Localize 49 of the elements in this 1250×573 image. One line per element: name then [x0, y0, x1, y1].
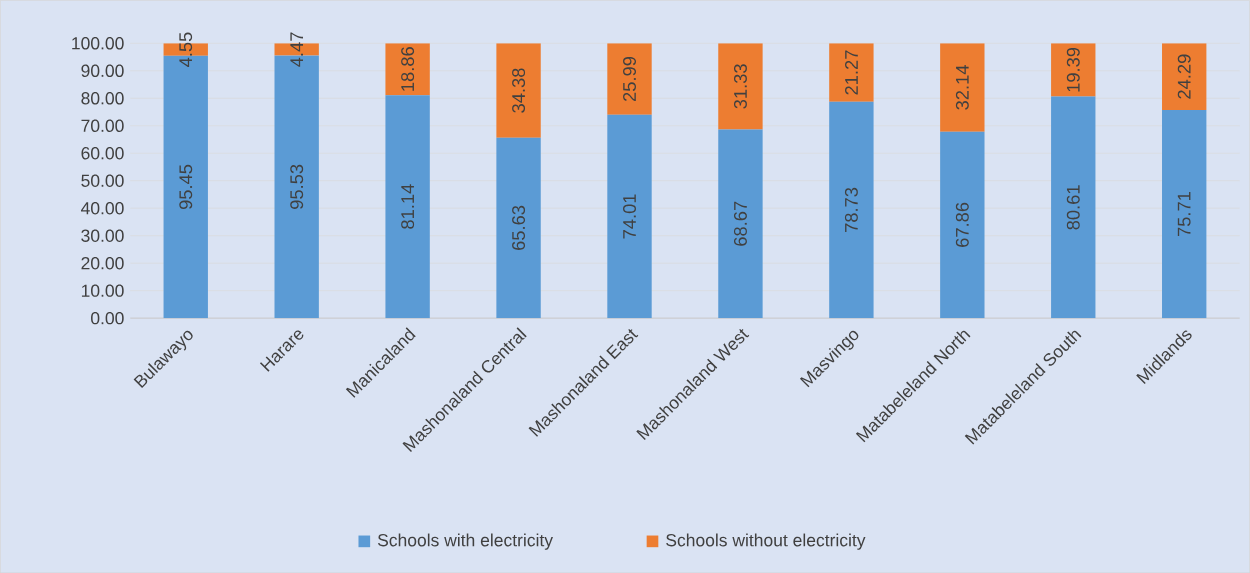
data-label: 67.86 — [955, 202, 969, 247]
y-tick-label: 20.00 — [81, 256, 124, 270]
y-tick-label: 100.00 — [72, 36, 124, 50]
y-tick-label: 10.00 — [81, 284, 124, 297]
data-label: 74.01 — [623, 194, 636, 239]
bar — [1162, 109, 1207, 318]
y-tick-label: 40.00 — [81, 201, 124, 215]
bar — [718, 129, 763, 318]
data-label: 21.27 — [845, 50, 858, 95]
data-label: 75.71 — [1177, 191, 1191, 236]
legend-label: Schools with electricity — [377, 533, 553, 550]
bar — [385, 43, 430, 95]
data-label: 78.73 — [844, 187, 858, 232]
data-label: 31.33 — [733, 64, 747, 109]
legend-label: Schools without electricity — [666, 533, 866, 550]
data-label: 4.55 — [179, 32, 193, 67]
data-label: 32.14 — [955, 64, 969, 110]
y-tick-label: 90.00 — [81, 64, 124, 77]
bar — [940, 131, 985, 318]
bar — [718, 43, 763, 130]
data-label: 95.45 — [179, 164, 193, 209]
bar — [1051, 43, 1096, 97]
y-tick-label: 30.00 — [81, 229, 124, 242]
y-tick-label: 60.00 — [81, 146, 124, 160]
bar — [829, 43, 874, 102]
data-label: 24.29 — [1177, 54, 1191, 99]
data-label: 25.99 — [623, 56, 636, 101]
data-label: 80.61 — [1066, 185, 1080, 230]
bar — [1162, 43, 1207, 110]
bar — [385, 94, 430, 318]
data-label: 18.86 — [401, 46, 415, 91]
data-label: 4.47 — [290, 32, 303, 67]
data-label: 95.53 — [290, 164, 304, 209]
bar — [496, 43, 541, 138]
bar — [607, 114, 652, 318]
bar — [496, 137, 541, 318]
y-tick-label: 0.00 — [91, 311, 124, 325]
y-tick-label: 50.00 — [81, 174, 124, 187]
data-label: 81.14 — [401, 184, 415, 229]
bar — [829, 101, 874, 318]
data-label: 34.38 — [512, 68, 526, 113]
data-label: 68.67 — [733, 201, 747, 246]
y-tick-label: 70.00 — [81, 119, 124, 132]
y-tick-label: 80.00 — [81, 91, 124, 105]
data-label: 19.39 — [1066, 47, 1080, 92]
bar — [940, 43, 985, 132]
bar — [1051, 96, 1096, 318]
data-label: 65.63 — [512, 205, 526, 250]
bar — [607, 43, 652, 115]
